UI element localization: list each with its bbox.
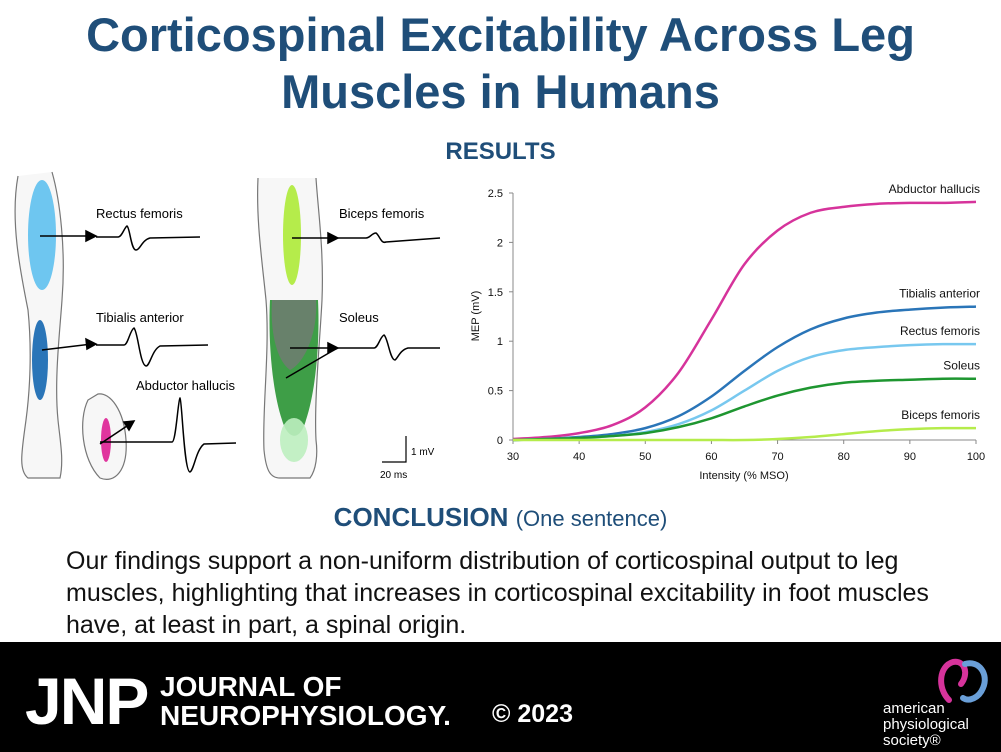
arrow-abductor bbox=[99, 423, 131, 445]
x-tick-label: 80 bbox=[838, 451, 850, 463]
aps-name: american physiological society® bbox=[883, 701, 993, 749]
x-tick-label: 100 bbox=[967, 451, 985, 463]
y-tick-label: 2 bbox=[497, 237, 503, 249]
y-tick-label: 0 bbox=[497, 435, 503, 447]
series-label-abductor-hallucis: Abductor hallucis bbox=[889, 182, 980, 196]
scale-voltage-label: 1 mV bbox=[411, 447, 435, 458]
series-line-rectus-femoris bbox=[512, 342, 977, 442]
scale-time-label: 20 ms bbox=[380, 470, 407, 481]
aps-line-3: society® bbox=[883, 732, 941, 749]
journal-name: JOURNAL OF NEUROPHYSIOLOGY. bbox=[160, 672, 451, 730]
x-tick-label: 50 bbox=[639, 451, 651, 463]
conclusion-heading: CONCLUSION (One sentence) bbox=[0, 502, 1001, 533]
mep-trace-soleus bbox=[338, 334, 440, 361]
mep-trace-biceps-femoris bbox=[338, 232, 441, 244]
label-soleus: Soleus bbox=[339, 310, 379, 325]
series-label-biceps-femoris: Biceps femoris bbox=[901, 408, 980, 422]
series-line-abductor-hallucis bbox=[512, 200, 977, 441]
conclusion-text: Our findings support a non-uniform distr… bbox=[66, 547, 929, 639]
arrowhead-rectus bbox=[85, 229, 98, 243]
label-rectus-femoris: Rectus femoris bbox=[96, 206, 183, 221]
label-biceps-femoris: Biceps femoris bbox=[339, 206, 425, 221]
rectus-femoris-muscle bbox=[28, 180, 56, 290]
series-label-tibialis-anterior: Tibialis anterior bbox=[899, 287, 980, 301]
conclusion-subtitle: (One sentence) bbox=[515, 506, 668, 531]
gastrocnemius-overlay bbox=[271, 300, 317, 370]
tibialis-anterior-muscle bbox=[32, 320, 48, 400]
y-tick-label: 0.5 bbox=[488, 386, 503, 398]
y-tick-label: 1.5 bbox=[488, 287, 503, 299]
y-axis-label: MEP (mV) bbox=[470, 291, 482, 342]
aps-line-1: american bbox=[883, 700, 945, 717]
journal-line-1: JOURNAL OF bbox=[160, 671, 342, 702]
x-tick-label: 40 bbox=[573, 451, 585, 463]
results-heading: RESULTS bbox=[445, 138, 556, 165]
series-label-rectus-femoris: Rectus femoris bbox=[900, 324, 980, 338]
page-title: Corticospinal Excitability Across Leg Mu… bbox=[0, 6, 1001, 120]
y-tick-label: 1 bbox=[497, 336, 503, 348]
arrowhead-tibialis bbox=[85, 337, 98, 351]
x-tick-label: 70 bbox=[771, 451, 783, 463]
series-line-soleus bbox=[512, 377, 977, 442]
x-tick-label: 60 bbox=[705, 451, 717, 463]
biceps-femoris-muscle bbox=[283, 185, 301, 285]
conclusion-title: CONCLUSION bbox=[333, 502, 509, 532]
arrowhead-soleus-1 bbox=[327, 341, 340, 355]
mep-trace-abductor-hallucis bbox=[100, 396, 237, 473]
mep-chart: 0 0.5 1 1.5 2 2.5 30 40 50 60 70 80 90 100 Abductor … bbox=[470, 182, 985, 482]
y-tick-label: 2.5 bbox=[488, 188, 503, 200]
jnp-logo: JNP bbox=[25, 664, 149, 738]
title-line-2: Muscles in Humans bbox=[281, 65, 720, 118]
series-label-soleus: Soleus bbox=[943, 359, 980, 373]
x-tick-label: 30 bbox=[507, 451, 519, 463]
footer-bar: JNP JOURNAL OF NEUROPHYSIOLOGY. © 2023 a… bbox=[0, 642, 1001, 752]
label-abductor-hallucis: Abductor hallucis bbox=[136, 378, 235, 393]
mep-trace-rectus-femoris bbox=[96, 225, 201, 251]
arrow-tibialis bbox=[41, 343, 93, 351]
mep-trace-tibialis-anterior bbox=[96, 327, 209, 367]
aps-line-2: physiological bbox=[883, 716, 969, 733]
title-line-1: Corticospinal Excitability Across Leg bbox=[86, 8, 915, 61]
scale-bar bbox=[382, 436, 407, 463]
series-line-biceps-femoris bbox=[513, 426, 977, 442]
results-figure: Rectus femoris Tibialis anterior Abducto… bbox=[14, 171, 985, 482]
front-leg-illustration bbox=[14, 171, 127, 480]
back-leg-illustration bbox=[257, 177, 323, 479]
x-tick-label: 90 bbox=[904, 451, 916, 463]
arrowhead-biceps bbox=[327, 231, 340, 245]
label-tibialis-anterior: Tibialis anterior bbox=[96, 310, 184, 325]
aps-logo-icon bbox=[938, 658, 988, 703]
x-axis-label: Intensity (% MSO) bbox=[699, 470, 788, 482]
arrow-soleus-2 bbox=[285, 349, 335, 379]
copyright: © 2023 bbox=[492, 700, 573, 728]
soleus-lower-fade bbox=[280, 418, 308, 462]
arrowhead-abductor bbox=[122, 420, 136, 432]
journal-line-2: NEUROPHYSIOLOGY. bbox=[160, 700, 451, 731]
